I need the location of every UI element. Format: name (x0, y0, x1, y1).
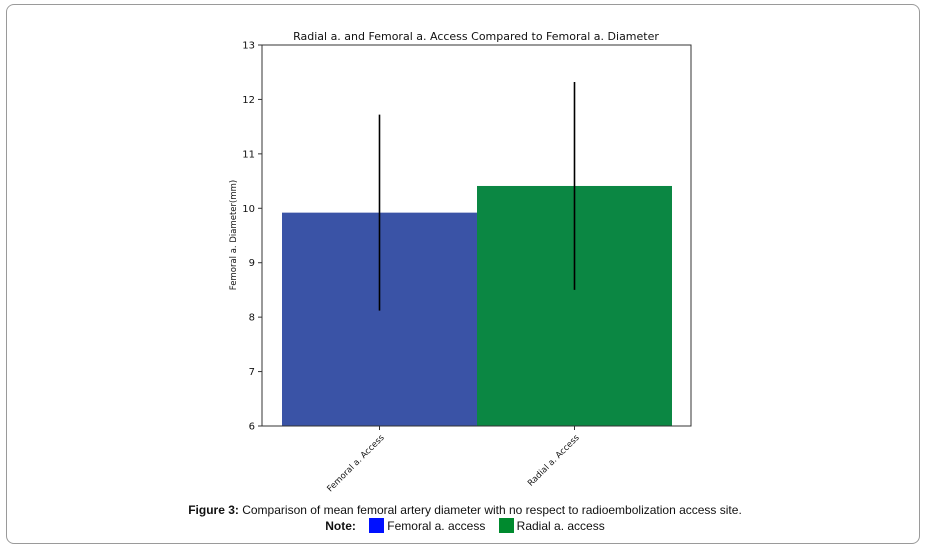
y-tick-label-8: 8 (249, 313, 255, 324)
figure-note: Note: Femoral a. access Radial a. access (0, 518, 930, 533)
y-tick-label-6: 6 (249, 422, 255, 433)
legend-swatch-radial (498, 518, 514, 533)
x-tick-label-1: Femoral a. Access (325, 433, 387, 495)
bar-chart: Radial a. and Femoral a. Access Compared… (229, 30, 692, 495)
legend-swatch-femoral (369, 518, 385, 533)
x-tick-label-2: Radial a. Access (526, 433, 582, 489)
plot-area: Femoral a. Access Radial a. Access 6 7 8 9 10 1… (242, 41, 692, 495)
figure-caption: Figure 3: Comparison of mean femoral art… (0, 503, 930, 517)
y-tick-label-10: 10 (242, 204, 255, 215)
y-tick-label-9: 9 (249, 258, 255, 269)
legend-label-radial: Radial a. access (516, 519, 605, 533)
y-tick-label-12: 12 (242, 95, 255, 106)
legend-label-femoral: Femoral a. access (387, 519, 486, 533)
chart-title: Radial a. and Femoral a. Access Compared… (293, 30, 659, 43)
y-tick-label-7: 7 (249, 367, 255, 378)
axes-frame (261, 44, 692, 427)
figure-label: Figure 3: (188, 503, 239, 517)
y-tick-label-13: 13 (242, 41, 255, 52)
note-label: Note: (325, 519, 356, 533)
figure-caption-text: Comparison of mean femoral artery diamet… (242, 503, 742, 517)
y-axis-label: Femoral a. Diameter(mm) (229, 180, 239, 290)
y-tick-label-11: 11 (242, 149, 255, 160)
